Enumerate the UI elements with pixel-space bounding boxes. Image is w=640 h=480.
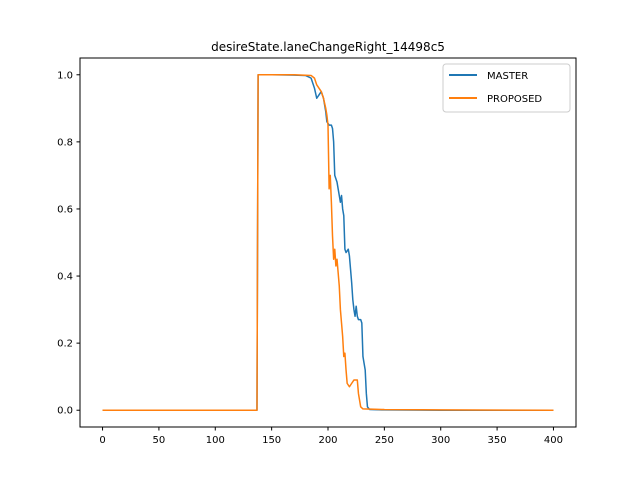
x-tick-label: 350 bbox=[488, 435, 507, 446]
x-tick-label: 150 bbox=[262, 435, 281, 446]
x-tick-label: 250 bbox=[375, 435, 394, 446]
y-tick-label: 0.8 bbox=[57, 137, 73, 148]
y-tick-label: 0.4 bbox=[57, 272, 73, 283]
y-axis: 0.0 0.2 0.4 0.6 0.8 1.0 bbox=[57, 70, 80, 417]
chart-title: desireState.laneChangeRight_14498c5 bbox=[211, 40, 445, 54]
y-tick-label: 1.0 bbox=[57, 70, 73, 81]
y-tick-label: 0.0 bbox=[57, 406, 73, 417]
legend-label-master: MASTER bbox=[487, 71, 528, 82]
x-tick-label: 50 bbox=[153, 435, 166, 446]
x-tick-label: 0 bbox=[99, 435, 105, 446]
y-tick-label: 0.6 bbox=[57, 204, 73, 215]
series-layer bbox=[102, 74, 554, 411]
x-tick-label: 200 bbox=[318, 435, 337, 446]
legend-label-proposed: PROPOSED bbox=[487, 94, 542, 105]
series-line-master bbox=[102, 74, 554, 411]
x-tick-label: 400 bbox=[544, 435, 563, 446]
series-line-proposed bbox=[102, 74, 554, 411]
plot-frame bbox=[79, 57, 577, 428]
x-tick-label: 100 bbox=[206, 435, 225, 446]
x-tick-label: 300 bbox=[431, 435, 450, 446]
y-tick-label: 0.2 bbox=[57, 339, 73, 350]
legend: MASTER PROPOSED bbox=[442, 63, 571, 113]
x-axis: 0 50 100 150 200 250 300 350 400 bbox=[99, 427, 563, 446]
